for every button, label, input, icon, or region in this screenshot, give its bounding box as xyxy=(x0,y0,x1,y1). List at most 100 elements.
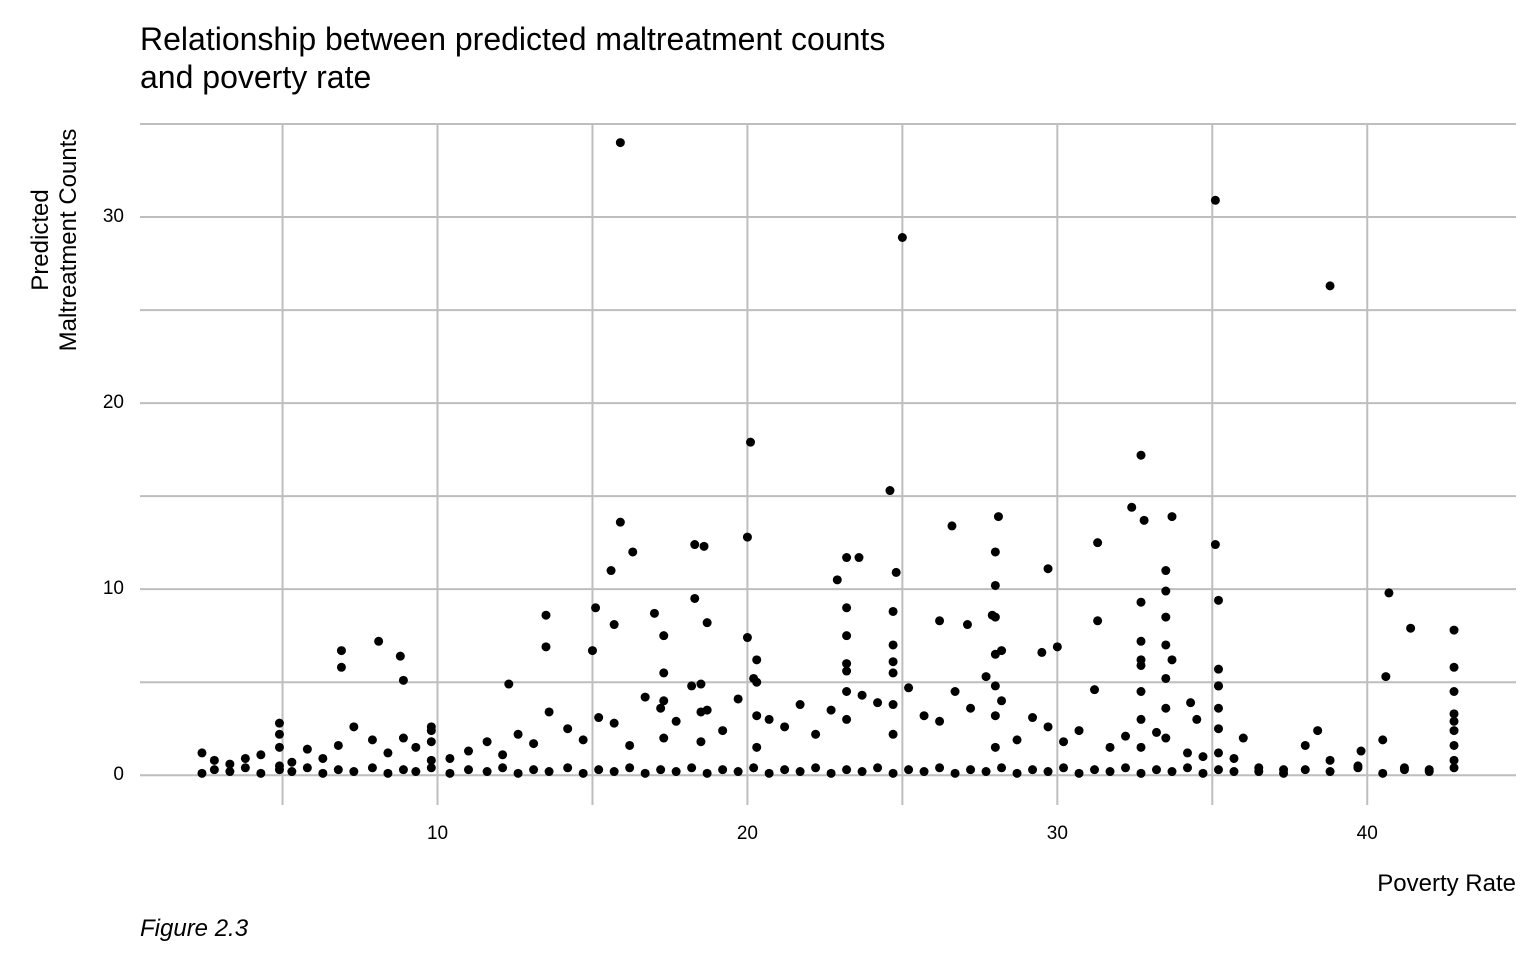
point xyxy=(935,716,945,726)
point xyxy=(696,707,706,717)
point xyxy=(1028,765,1038,775)
y-axis-label: Predicted xyxy=(27,189,54,290)
point xyxy=(367,735,377,745)
point xyxy=(374,636,384,646)
point xyxy=(1043,767,1053,777)
point xyxy=(733,767,743,777)
point xyxy=(947,521,957,531)
point xyxy=(1136,687,1146,696)
point xyxy=(1167,512,1177,522)
point xyxy=(1136,450,1146,460)
point xyxy=(671,716,681,726)
point xyxy=(513,768,523,778)
point xyxy=(904,683,914,693)
point xyxy=(395,651,405,661)
point xyxy=(752,711,762,721)
chart-title: and poverty rate xyxy=(140,59,371,95)
point xyxy=(842,553,852,563)
point xyxy=(1325,767,1335,777)
point xyxy=(966,703,976,713)
point xyxy=(842,659,852,669)
point xyxy=(1043,722,1053,732)
point xyxy=(1192,714,1202,724)
point xyxy=(857,767,867,777)
point xyxy=(1198,752,1208,762)
point xyxy=(426,722,436,732)
point xyxy=(696,737,706,747)
point xyxy=(873,698,883,708)
point xyxy=(811,729,821,739)
point xyxy=(990,612,1000,622)
point xyxy=(935,763,945,773)
points xyxy=(197,138,1459,778)
point xyxy=(1378,735,1388,745)
point xyxy=(811,763,821,773)
point xyxy=(659,631,669,641)
point xyxy=(1093,538,1103,548)
point xyxy=(1238,733,1248,743)
point xyxy=(659,696,669,706)
point xyxy=(888,700,898,710)
point xyxy=(426,763,436,773)
point xyxy=(336,646,346,656)
point xyxy=(1213,748,1223,758)
point xyxy=(696,679,706,689)
y-tick-label: 10 xyxy=(103,578,124,599)
point xyxy=(904,765,914,775)
point xyxy=(544,767,554,777)
point xyxy=(240,763,250,773)
point xyxy=(1136,655,1146,665)
point xyxy=(990,649,1000,659)
point xyxy=(563,763,573,773)
point xyxy=(752,677,762,687)
point xyxy=(445,753,455,763)
point xyxy=(981,672,991,682)
point xyxy=(606,566,616,576)
y-tick-label: 0 xyxy=(113,764,124,785)
point xyxy=(752,742,762,752)
point xyxy=(240,753,250,763)
point xyxy=(981,767,991,777)
point xyxy=(1356,746,1366,756)
point xyxy=(935,616,945,626)
point xyxy=(997,696,1007,706)
point xyxy=(302,763,312,773)
y-tick-label: 30 xyxy=(103,206,124,227)
point xyxy=(498,763,508,773)
point xyxy=(287,757,297,767)
point xyxy=(1136,597,1146,607)
point xyxy=(1378,768,1388,778)
point xyxy=(742,633,752,643)
point xyxy=(615,517,625,527)
point xyxy=(690,540,700,550)
point xyxy=(897,233,907,242)
x-axis-label: Poverty Rate xyxy=(1377,870,1516,897)
point xyxy=(795,767,805,777)
chart-title: Relationship between predicted maltreatm… xyxy=(140,21,885,57)
point xyxy=(1449,755,1459,765)
point xyxy=(842,687,852,696)
point xyxy=(1161,612,1171,622)
point xyxy=(1213,681,1223,691)
point xyxy=(742,532,752,542)
point xyxy=(1406,623,1416,633)
point xyxy=(383,748,393,758)
point xyxy=(529,739,539,749)
point xyxy=(1300,740,1310,750)
point xyxy=(1279,765,1289,775)
point xyxy=(1213,703,1223,713)
point xyxy=(1449,662,1459,672)
point xyxy=(274,718,284,728)
point xyxy=(1127,502,1137,512)
point xyxy=(640,768,650,778)
point xyxy=(1229,753,1239,763)
point xyxy=(656,703,666,713)
point xyxy=(752,655,762,665)
point xyxy=(426,755,436,765)
point xyxy=(733,694,743,704)
point xyxy=(1161,673,1171,683)
point xyxy=(888,668,898,678)
point xyxy=(764,714,774,724)
point xyxy=(333,740,343,750)
